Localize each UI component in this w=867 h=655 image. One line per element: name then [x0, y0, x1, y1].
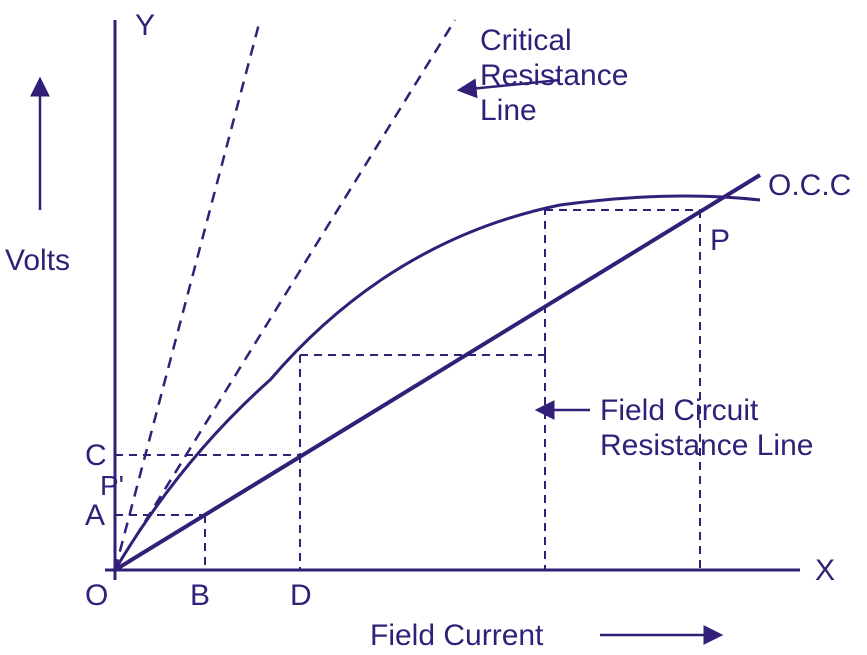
label-x: X	[815, 554, 835, 587]
label-pprime: P'	[100, 470, 124, 501]
label-volts: Volts	[5, 244, 70, 277]
label-critical3: Line	[480, 94, 537, 127]
label-critical2: Resistance	[480, 59, 628, 92]
label-c: C	[85, 439, 107, 472]
label-critical1: Critical	[480, 24, 572, 57]
steep-dashed-line	[115, 20, 260, 570]
label-fieldcurrent: Field Current	[370, 619, 544, 652]
label-y: Y	[135, 9, 155, 42]
critical-resistance-line	[115, 20, 455, 570]
label-field1: Field Circuit	[600, 394, 759, 427]
label-d: D	[290, 579, 312, 612]
label-o: O	[85, 579, 108, 612]
label-occ: O.C.C	[768, 169, 851, 202]
occ-curve	[115, 196, 760, 570]
label-a: A	[85, 499, 105, 532]
field-circuit-resistance-line	[115, 175, 760, 570]
label-p: P	[710, 224, 730, 257]
label-b: B	[190, 579, 210, 612]
label-field2: Resistance Line	[600, 429, 813, 462]
